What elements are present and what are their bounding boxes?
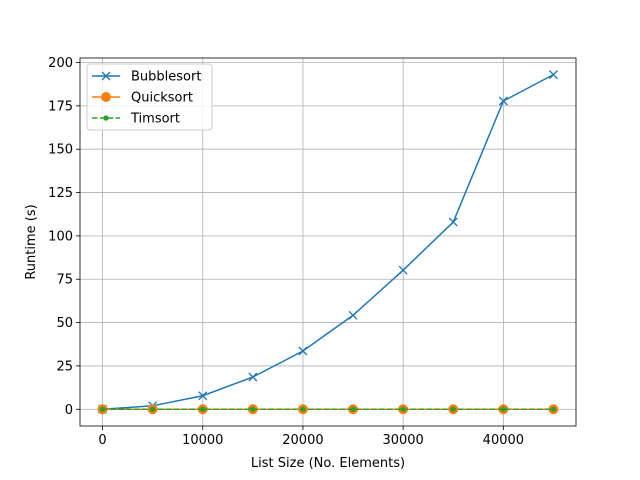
y-tick-label: 175 <box>48 99 73 114</box>
bubblesort-series <box>98 70 558 414</box>
bubblesort-line <box>102 73 554 411</box>
legend-quicksort-marker <box>101 92 111 102</box>
x-tick-label: 0 <box>98 433 106 448</box>
timsort-point <box>99 406 106 412</box>
x-tick-label: 10000 <box>182 433 223 448</box>
legend: Bubblesort Quicksort Timsort <box>86 63 213 131</box>
x-axis-label: List Size (No. Elements) <box>251 456 405 471</box>
timsort-series <box>99 406 557 412</box>
legend-timsort-label: Timsort <box>130 112 180 127</box>
timsort-point <box>250 406 256 412</box>
bubblesort-point <box>448 217 458 227</box>
bubblesort-point <box>498 96 508 106</box>
y-tick-label: 75 <box>56 273 73 288</box>
y-tick-label: 50 <box>56 316 73 331</box>
legend-quicksort-label: Quicksort <box>131 91 193 106</box>
timsort-point <box>300 406 306 412</box>
bubblesort-point <box>548 70 558 80</box>
x-tick-label: 30000 <box>382 433 423 448</box>
bubblesort-point <box>198 391 208 401</box>
y-tick-label: 200 <box>48 56 73 71</box>
x-tick-label: 20000 <box>282 433 323 448</box>
timsort-point <box>550 406 557 412</box>
timsort-point <box>400 406 406 412</box>
series-layer <box>97 70 559 415</box>
bubblesort-point <box>298 346 308 356</box>
y-tick-label: 0 <box>65 403 73 418</box>
timsort-point <box>149 406 156 412</box>
legend-box <box>86 63 213 131</box>
plot-frame <box>79 57 577 427</box>
y-axis-label: Runtime (s) <box>24 204 39 279</box>
timsort-point <box>500 406 507 412</box>
legend-timsort-marker <box>103 115 109 121</box>
bubblesort-point <box>248 372 258 382</box>
ticks: 0 10000 20000 30000 40000 0 25 50 75 100 125 150 175… <box>48 56 524 448</box>
legend-bubblesort-marker <box>101 71 111 81</box>
bubblesort-point <box>398 265 408 275</box>
y-tick-label: 25 <box>56 359 73 374</box>
timsort-point <box>350 406 356 412</box>
y-tick-label: 100 <box>48 229 73 244</box>
grid <box>80 58 576 426</box>
legend-bubblesort-label: Bubblesort <box>131 70 201 85</box>
timsort-point <box>200 406 206 412</box>
y-tick-label: 150 <box>48 143 73 158</box>
x-tick-label: 40000 <box>483 433 524 448</box>
y-tick-label: 125 <box>48 186 73 201</box>
timsort-point <box>450 406 456 412</box>
bubblesort-point <box>348 310 358 320</box>
